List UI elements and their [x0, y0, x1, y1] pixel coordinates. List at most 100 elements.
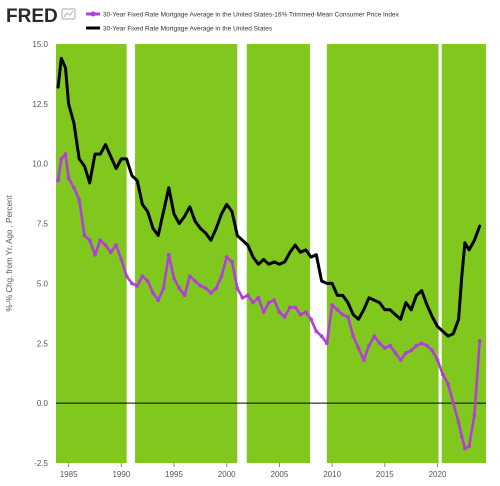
data-point: [472, 413, 477, 418]
data-point: [372, 334, 377, 339]
y-tick-label: 15.0: [32, 40, 48, 49]
x-tick-label: 1985: [60, 470, 78, 479]
data-point: [319, 334, 324, 339]
data-point: [414, 343, 419, 348]
data-point: [63, 152, 68, 157]
y-tick-label: 5.0: [37, 279, 49, 288]
series-line-black: [56, 56, 482, 338]
data-point: [193, 279, 198, 283]
data-point: [451, 401, 456, 406]
data-point: [435, 358, 440, 362]
data-point: [272, 298, 277, 303]
data-point: [182, 293, 187, 298]
legend-item-black: 30-Year Fixed Rate Mortgage Average in t…: [86, 26, 273, 33]
data-point: [66, 176, 71, 180]
data-point: [425, 343, 429, 348]
series-black: [56, 56, 482, 338]
series-purple: [56, 152, 482, 451]
data-point: [393, 350, 398, 355]
legend-label-purple: 30-Year Fixed Rate Mortgage Average in t…: [103, 12, 400, 19]
data-point: [156, 298, 161, 303]
x-tick-label: 2015: [376, 470, 394, 479]
data-point: [230, 259, 234, 264]
data-point: [459, 434, 464, 439]
data-point: [309, 317, 313, 322]
data-point: [140, 274, 145, 279]
data-point: [240, 295, 245, 300]
data-point: [203, 286, 208, 291]
data-point: [145, 279, 150, 283]
green-band-1: [56, 44, 127, 463]
data-point: [72, 185, 76, 190]
data-point: [382, 346, 387, 350]
data-point: [56, 178, 61, 183]
x-tick-label: 1995: [165, 470, 183, 479]
y-tick-label: 7.5: [37, 220, 49, 229]
y-tick-label: 2.5: [37, 339, 49, 348]
data-point: [161, 286, 166, 291]
data-point: [256, 295, 261, 300]
x-tick-label: 2010: [323, 470, 341, 479]
data-point: [151, 291, 155, 295]
data-point: [235, 286, 240, 291]
data-point: [351, 334, 356, 339]
data-point: [377, 341, 382, 346]
data-point: [266, 300, 271, 305]
data-point: [340, 312, 345, 317]
data-point: [324, 341, 329, 346]
green-band-3: [246, 44, 310, 463]
data-point: [477, 338, 482, 343]
data-point: [463, 446, 467, 451]
legend-swatch-purple-marker: [90, 11, 96, 17]
data-point: [404, 350, 408, 355]
y-axis: -2.5 0.0 2.5 5.0 7.5 10.0 12.5 15.0: [32, 40, 48, 468]
data-point: [245, 293, 250, 298]
data-point: [446, 382, 450, 386]
data-point: [187, 274, 192, 279]
data-point: [77, 197, 82, 202]
data-point: [209, 291, 213, 295]
data-point: [367, 343, 371, 348]
series-layer: [56, 56, 482, 451]
data-point: [177, 286, 182, 291]
x-tick-label: 2000: [218, 470, 236, 479]
y-tick-label: 12.5: [32, 100, 48, 109]
data-point: [440, 372, 445, 377]
y-tick-label: 10.0: [32, 160, 48, 169]
data-point: [93, 252, 97, 257]
data-point: [114, 243, 118, 248]
data-point: [398, 358, 403, 362]
data-point: [198, 283, 203, 288]
data-point: [108, 250, 113, 255]
data-point: [261, 310, 266, 315]
recession-gaps-bands: [56, 44, 486, 463]
data-point: [166, 252, 171, 257]
fred-logo-mark-icon: [61, 8, 76, 20]
y-tick-label: 0.0: [37, 399, 49, 408]
data-point: [298, 312, 303, 317]
data-point: [172, 276, 176, 281]
x-tick-label: 2005: [271, 470, 289, 479]
data-point: [293, 305, 298, 310]
green-band-2: [135, 44, 238, 463]
fred-logo: FRED: [6, 6, 58, 27]
data-point: [214, 286, 219, 291]
green-band-4: [326, 44, 439, 463]
data-point: [282, 315, 287, 319]
legend: 30-Year Fixed Rate Mortgage Average in t…: [86, 11, 400, 33]
data-point: [103, 243, 108, 248]
data-point: [456, 420, 461, 425]
data-point: [87, 238, 92, 243]
x-tick-label: 2020: [429, 470, 447, 479]
data-point: [356, 346, 361, 350]
x-axis: 1985 1990 1995 2000 2005 2010 2015 2020: [60, 463, 447, 479]
data-point: [314, 329, 319, 334]
legend-item-purple: 30-Year Fixed Rate Mortgage Average in t…: [86, 11, 400, 19]
legend-label-black: 30-Year Fixed Rate Mortgage Average in t…: [103, 26, 273, 33]
data-point: [119, 257, 124, 262]
x-tick-label: 1990: [112, 470, 130, 479]
data-point: [303, 310, 308, 315]
data-point: [124, 274, 129, 279]
y-tick-label: -2.5: [34, 459, 48, 468]
